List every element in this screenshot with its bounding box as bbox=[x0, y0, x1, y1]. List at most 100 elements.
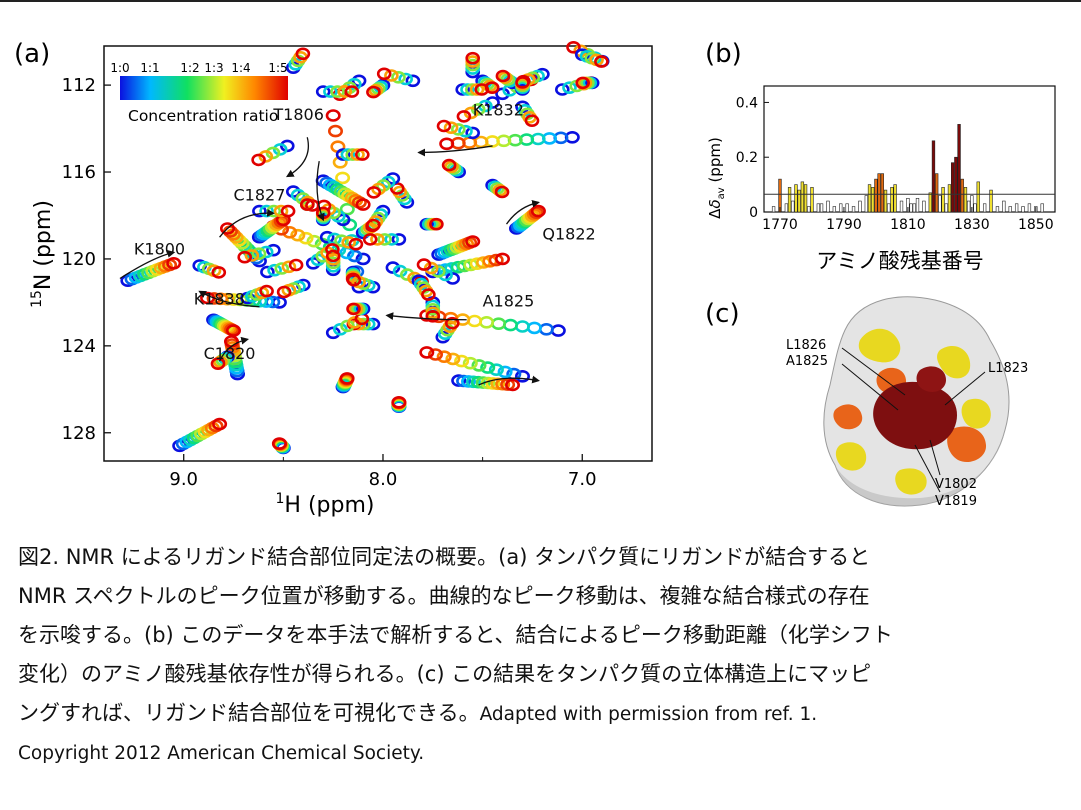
peak-cluster bbox=[299, 198, 315, 211]
peak-contour bbox=[384, 233, 400, 246]
peak-contour bbox=[346, 273, 362, 287]
shift-arrow bbox=[198, 290, 260, 308]
peak-contour bbox=[441, 158, 457, 172]
residue-bar bbox=[935, 173, 939, 213]
peak-contour bbox=[355, 252, 371, 266]
peak-contour bbox=[436, 119, 452, 133]
peak-contour bbox=[356, 317, 371, 331]
peak-cluster bbox=[435, 316, 460, 344]
peak-contour bbox=[272, 143, 288, 156]
leader-l1826 bbox=[841, 347, 906, 396]
top-rule bbox=[0, 0, 1081, 2]
peak-cluster bbox=[315, 85, 360, 98]
residue-bar bbox=[1021, 206, 1025, 213]
peak-contour bbox=[485, 96, 500, 109]
peak-contour bbox=[465, 235, 481, 248]
peak-contour bbox=[488, 363, 504, 377]
peak-cluster bbox=[425, 296, 441, 323]
shift-arrow bbox=[218, 336, 250, 362]
peak-contour bbox=[450, 123, 466, 136]
peak-contour bbox=[471, 359, 487, 372]
peak-contour bbox=[267, 263, 282, 277]
residue-bar bbox=[784, 203, 789, 213]
residue-bar bbox=[807, 206, 811, 213]
peak-contour bbox=[266, 243, 281, 257]
y-tick-label: 116 bbox=[62, 162, 96, 183]
peak-contour bbox=[206, 292, 222, 305]
residue-bar bbox=[915, 198, 920, 213]
peak-contour bbox=[334, 234, 349, 247]
peak-contour bbox=[251, 247, 267, 260]
shift-bar-chart: 1770 1790 1810 1830 1850 0 0.2 0.4 bbox=[736, 85, 1056, 233]
peak-contour bbox=[330, 85, 345, 98]
peak-cluster bbox=[465, 51, 481, 79]
surface-yellow-2 bbox=[937, 346, 971, 379]
shift-arrow bbox=[316, 161, 325, 222]
panel-c-label: (c) bbox=[705, 299, 740, 329]
colorbar-tick-3: 1:3 bbox=[204, 61, 223, 75]
peak-contour bbox=[514, 369, 530, 383]
peak-contour bbox=[365, 317, 381, 331]
colorbar-tick-2: 1:2 bbox=[180, 61, 199, 75]
y-label-super: 15 bbox=[29, 290, 45, 308]
colorbar-tick-5: 1:5 bbox=[268, 61, 287, 75]
shift-arrow bbox=[385, 312, 467, 321]
residue-bar bbox=[819, 203, 824, 213]
colorbar: 1:0 1:1 1:2 1:3 1:4 1:5 Concentration ratio bbox=[110, 61, 288, 125]
peak-contour bbox=[210, 357, 226, 371]
colorbar-gradient bbox=[120, 76, 288, 100]
residue-bar bbox=[845, 203, 849, 213]
residue-bar bbox=[871, 187, 875, 213]
peak-contour bbox=[260, 265, 275, 279]
surface-orange-2 bbox=[947, 426, 987, 463]
residue-bar bbox=[976, 181, 980, 213]
peak-trajectory bbox=[431, 235, 481, 261]
peak-trajectory bbox=[206, 313, 242, 337]
peak-contour bbox=[554, 83, 570, 96]
peak-label: K1800 bbox=[134, 240, 185, 259]
surface-orange-1 bbox=[833, 404, 863, 430]
surface-yellow-4 bbox=[835, 442, 867, 471]
residue-bar bbox=[883, 189, 888, 213]
peak-cluster bbox=[441, 158, 467, 179]
peak-contour bbox=[271, 437, 287, 450]
peak-contour bbox=[344, 85, 360, 98]
peak-contour bbox=[325, 109, 341, 122]
colorbar-ticks: 1:0 1:1 1:2 1:3 1:4 1:5 bbox=[110, 61, 287, 75]
peak-contour bbox=[354, 148, 370, 161]
peak-contour bbox=[370, 233, 385, 246]
peak-contour bbox=[464, 83, 480, 96]
residue-bar bbox=[928, 192, 932, 213]
peak-contour bbox=[421, 288, 436, 301]
peak-contour bbox=[327, 124, 343, 138]
peak-contour bbox=[431, 265, 446, 278]
residue-bar bbox=[954, 156, 958, 213]
peak-contour bbox=[259, 284, 274, 298]
peak-contour bbox=[495, 69, 511, 83]
peak-contour bbox=[478, 99, 493, 113]
residue-bar bbox=[989, 189, 993, 213]
nmr-plot-frame bbox=[103, 45, 653, 462]
peak-contour bbox=[456, 110, 472, 123]
peak-contour bbox=[345, 148, 361, 161]
peak-trajectory bbox=[251, 213, 291, 244]
peak-cluster bbox=[237, 243, 281, 264]
peak-cluster bbox=[362, 233, 407, 246]
nmr-x-label: 1H (ppm) bbox=[276, 491, 375, 518]
nmr-annotations: T1806 K1832 C1827 Q1822 K1800 K1838 A1825 C1820 bbox=[134, 101, 596, 363]
shift-arrow bbox=[219, 209, 275, 238]
caption-line-5: ングすれば、リガンド結合部位を可視化できる。Adapted with permi… bbox=[18, 694, 1068, 734]
residue-bar bbox=[995, 206, 1000, 213]
bar-y-label: Δδav (ppm) bbox=[706, 137, 727, 219]
peak-contour bbox=[362, 233, 378, 246]
panel-b-label: (b) bbox=[705, 39, 742, 69]
peak-contour bbox=[339, 202, 355, 216]
peak-contour bbox=[332, 322, 348, 336]
peak-cluster bbox=[411, 274, 436, 301]
residue-bar bbox=[864, 195, 868, 213]
y-label-main: N (ppm) bbox=[31, 200, 56, 290]
peak-trajectory bbox=[315, 174, 371, 211]
peak-contour bbox=[251, 153, 266, 167]
delta-symbol: δ bbox=[706, 199, 724, 208]
peak-contour bbox=[392, 264, 408, 278]
